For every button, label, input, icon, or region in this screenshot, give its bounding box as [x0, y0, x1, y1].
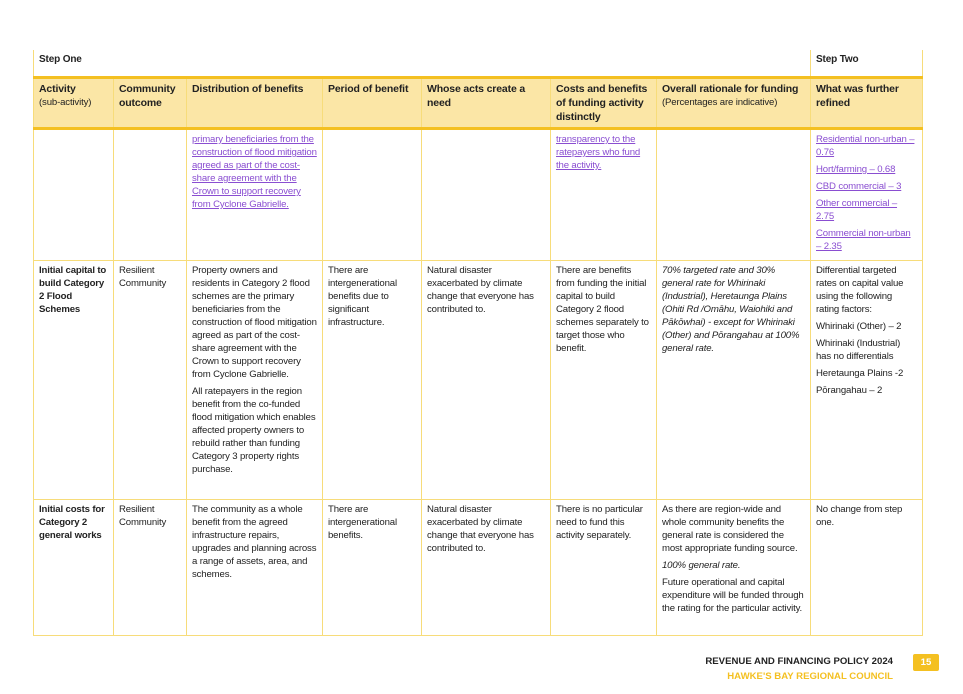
step-one-label: Step One — [33, 50, 811, 78]
column-title: Whose acts create a need — [427, 83, 526, 109]
cell-text: The community as a whole benefit from th… — [192, 504, 317, 580]
cell-text: 70% targeted rate and 30% general rate f… — [662, 265, 800, 354]
table-cell: Residential non-urban – 0.76 Hort/farming… — [810, 128, 923, 261]
table-cell: Resilient Community — [113, 499, 187, 636]
table-cell — [113, 128, 187, 261]
column-title: What was further refined — [816, 83, 899, 109]
column-header: Overall rationale for funding (Percentage… — [656, 76, 811, 130]
document-title: REVENUE AND FINANCING POLICY 2024 — [705, 656, 893, 667]
cell-text: Pōrangahau – 2 — [816, 385, 883, 396]
table-cell: Resilient Community — [113, 260, 187, 500]
tracked-change-text[interactable]: Residential non-urban – 0.76 — [816, 134, 915, 158]
table-row: Initial costs for Category 2 general wor… — [33, 499, 923, 636]
column-header: Costs and benefits of funding activity d… — [550, 76, 657, 130]
step-two-label: Step Two — [810, 50, 923, 78]
cell-text: Initial capital to build Category 2 Floo… — [39, 265, 107, 315]
table-row: primary beneficiaries from the construct… — [33, 128, 923, 261]
cell-text: As there are region-wide and whole commu… — [662, 504, 798, 554]
table-row: Initial capital to build Category 2 Floo… — [33, 260, 923, 500]
table-cell — [421, 128, 551, 261]
column-header: Whose acts create a need — [421, 76, 551, 130]
table-cell: There are intergenerational benefits. — [322, 499, 422, 636]
cell-text: There is no particular need to fund this… — [556, 504, 643, 541]
funding-table: Step One Step Two Activity (sub-activity)… — [33, 50, 923, 636]
table-cell: No change from step one. — [810, 499, 923, 636]
table-cell: Initial costs for Category 2 general wor… — [33, 499, 114, 636]
column-subtitle: (Percentages are indicative) — [662, 97, 778, 108]
cell-text: All ratepayers in the region benefit fro… — [192, 386, 316, 475]
table-cell: The community as a whole benefit from th… — [186, 499, 323, 636]
cell-text: Initial costs for Category 2 general wor… — [39, 504, 105, 541]
cell-text: Natural disaster exacerbated by climate … — [427, 265, 534, 315]
cell-text: 100% general rate. — [662, 560, 741, 571]
footer: REVENUE AND FINANCING POLICY 2024 HAWKE'… — [705, 654, 893, 684]
footer-row: REVENUE AND FINANCING POLICY 2024 HAWKE'… — [33, 654, 939, 694]
tracked-change-text[interactable]: transparency to the ratepayers who fund … — [556, 134, 641, 171]
table-cell: There is no particular need to fund this… — [550, 499, 657, 636]
table-cell: There are benefits from funding the init… — [550, 260, 657, 500]
column-title: Period of benefit — [328, 83, 409, 95]
cell-text: Heretaunga Plains -2 — [816, 368, 904, 379]
cell-text: Differential targeted rates on capital v… — [816, 265, 904, 315]
table-cell: As there are region-wide and whole commu… — [656, 499, 811, 636]
tracked-change-text[interactable]: Hort/farming – 0.68 — [816, 164, 896, 175]
cell-text: No change from step one. — [816, 504, 903, 528]
page-content: Step One Step Two Activity (sub-activity)… — [33, 50, 939, 694]
cell-text: There are intergenerational benefits. — [328, 504, 397, 541]
cell-text: There are intergenerational benefits due… — [328, 265, 397, 328]
table-cell: There are intergenerational benefits due… — [322, 260, 422, 500]
column-header: Activity (sub-activity) — [33, 76, 114, 130]
cell-text: Resilient Community — [119, 265, 167, 289]
column-title: Distribution of benefits — [192, 83, 304, 95]
table-cell: Differential targeted rates on capital v… — [810, 260, 923, 500]
table-cell: transparency to the ratepayers who fund … — [550, 128, 657, 261]
header-row: Activity (sub-activity) Community outcome D… — [33, 76, 923, 130]
column-title: Activity — [39, 83, 76, 95]
table-cell — [656, 128, 811, 261]
cell-text: Whirinaki (Industrial) has no differenti… — [816, 338, 901, 362]
column-header: Community outcome — [113, 76, 187, 130]
table-cell: Natural disaster exacerbated by climate … — [421, 260, 551, 500]
column-subtitle: (sub-activity) — [39, 97, 92, 108]
column-title: Community outcome — [119, 83, 176, 109]
column-header: What was further refined — [810, 76, 923, 130]
column-title: Overall rationale for funding — [662, 83, 799, 95]
column-header: Period of benefit — [322, 76, 422, 130]
column-header: Distribution of benefits — [186, 76, 323, 130]
cell-text: Natural disaster exacerbated by climate … — [427, 504, 534, 554]
page-number: 15 — [913, 654, 939, 671]
table-cell — [33, 128, 114, 261]
tracked-change-text[interactable]: Other commercial – 2.75 — [816, 198, 898, 222]
cell-text: Property owners and residents in Categor… — [192, 265, 317, 380]
step-row: Step One Step Two — [33, 50, 923, 78]
column-title: Costs and benefits of funding activity d… — [556, 83, 648, 123]
organisation-name: HAWKE'S BAY REGIONAL COUNCIL — [727, 671, 893, 682]
table-cell: Initial capital to build Category 2 Floo… — [33, 260, 114, 500]
cell-text: Future operational and capital expenditu… — [662, 577, 804, 614]
table-cell: 70% targeted rate and 30% general rate f… — [656, 260, 811, 500]
tracked-change-text[interactable]: primary beneficiaries from the construct… — [192, 134, 317, 210]
table-cell — [322, 128, 422, 261]
table-cell: Natural disaster exacerbated by climate … — [421, 499, 551, 636]
table-cell: Property owners and residents in Categor… — [186, 260, 323, 500]
tracked-change-text[interactable]: Commercial non-urban – 2.35 — [816, 228, 911, 252]
table-cell: primary beneficiaries from the construct… — [186, 128, 323, 261]
cell-text: Resilient Community — [119, 504, 167, 528]
cell-text: Whirinaki (Other) – 2 — [816, 321, 902, 332]
tracked-change-text[interactable]: CBD commercial – 3 — [816, 181, 902, 192]
cell-text: There are benefits from funding the init… — [556, 265, 649, 354]
